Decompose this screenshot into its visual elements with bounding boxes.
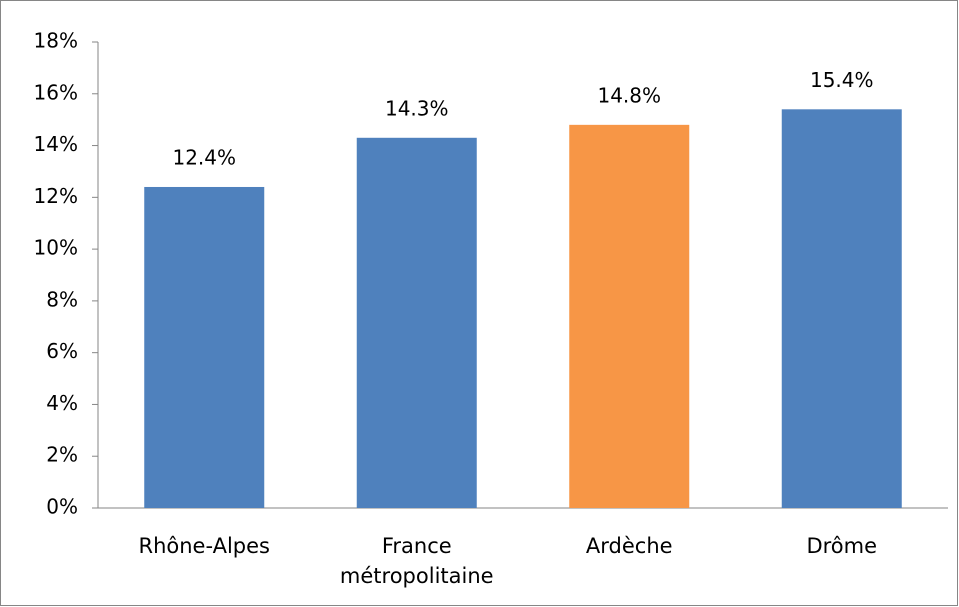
y-tick-label: 14% <box>34 132 78 156</box>
y-tick-label: 8% <box>46 287 78 311</box>
value-label: 12.4% <box>172 145 236 169</box>
y-tick-label: 2% <box>46 443 78 467</box>
y-tick-label: 10% <box>34 236 78 260</box>
bar <box>356 137 477 509</box>
bar <box>144 186 265 508</box>
y-tick-label: 12% <box>34 184 78 208</box>
y-tick-label: 6% <box>46 339 78 363</box>
x-tick-label: Ardèche <box>585 534 673 558</box>
value-label: 15.4% <box>810 68 874 92</box>
x-tick-label: Drôme <box>806 534 878 558</box>
y-tick-label: 0% <box>46 495 78 519</box>
y-tick-label: 16% <box>34 80 78 104</box>
x-tick-label: France métropolitaine <box>339 534 494 588</box>
bar <box>781 109 902 509</box>
y-tick-label: 18% <box>34 29 78 53</box>
y-tick-label: 4% <box>46 391 78 415</box>
bar <box>569 124 690 508</box>
value-label: 14.8% <box>597 83 661 107</box>
value-label: 14.3% <box>385 96 449 120</box>
x-tick-label: Rhône-Alpes <box>138 534 271 558</box>
